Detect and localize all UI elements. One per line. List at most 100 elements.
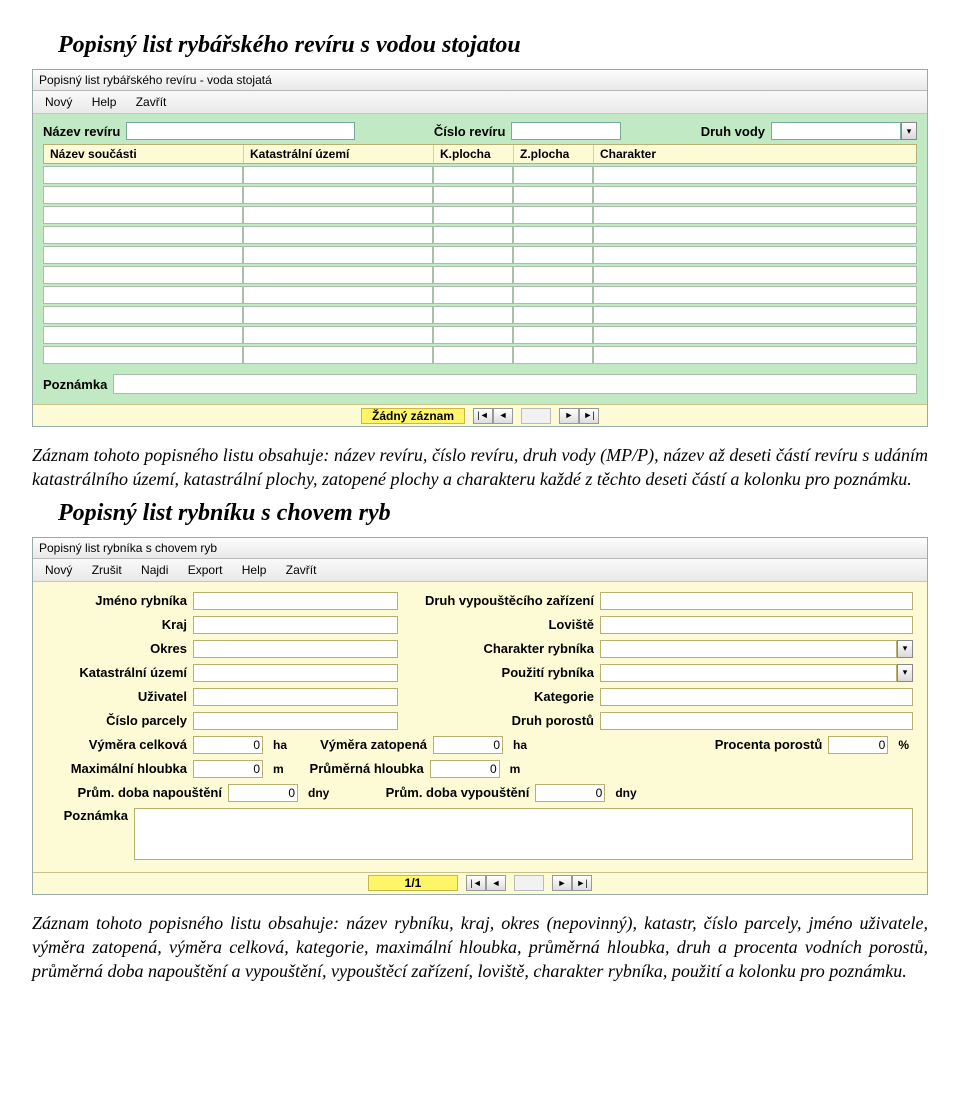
input-prum-doba-napousteni[interactable] bbox=[228, 784, 298, 802]
table-cell[interactable] bbox=[513, 326, 593, 344]
nav-next-button[interactable]: ► bbox=[552, 875, 572, 891]
input-druh-vyp-zarizeni[interactable] bbox=[600, 592, 913, 610]
input-vymera-zatopena[interactable] bbox=[433, 736, 503, 754]
input-uzivatel[interactable] bbox=[193, 688, 398, 706]
table-cell[interactable] bbox=[433, 226, 513, 244]
table-cell[interactable] bbox=[513, 166, 593, 184]
table-cell[interactable] bbox=[593, 186, 917, 204]
table-cell[interactable] bbox=[433, 266, 513, 284]
input-prum-hloubka[interactable] bbox=[430, 760, 500, 778]
input-katastralni-uzemi[interactable] bbox=[193, 664, 398, 682]
table-cell[interactable] bbox=[43, 306, 243, 324]
table-row[interactable] bbox=[43, 186, 917, 204]
menu-zrusit[interactable]: Zrušit bbox=[84, 561, 130, 579]
table-cell[interactable] bbox=[513, 226, 593, 244]
table-row[interactable] bbox=[43, 166, 917, 184]
table-cell[interactable] bbox=[433, 346, 513, 364]
chevron-down-icon[interactable]: ▾ bbox=[897, 640, 913, 658]
input-nazev-reviru[interactable] bbox=[126, 122, 354, 140]
input-druh-porostu[interactable] bbox=[600, 712, 913, 730]
menu-najdi[interactable]: Najdi bbox=[133, 561, 176, 579]
table-row[interactable] bbox=[43, 226, 917, 244]
table-cell[interactable] bbox=[593, 326, 917, 344]
table-cell[interactable] bbox=[513, 246, 593, 264]
nav-prev-button[interactable]: ◄ bbox=[493, 408, 513, 424]
table-cell[interactable] bbox=[43, 346, 243, 364]
table-cell[interactable] bbox=[593, 346, 917, 364]
menu-export[interactable]: Export bbox=[180, 561, 231, 579]
table-cell[interactable] bbox=[593, 226, 917, 244]
table-cell[interactable] bbox=[593, 306, 917, 324]
table-cell[interactable] bbox=[433, 246, 513, 264]
table-cell[interactable] bbox=[243, 306, 433, 324]
table-cell[interactable] bbox=[433, 206, 513, 224]
nav-first-button[interactable]: |◄ bbox=[466, 875, 486, 891]
chevron-down-icon[interactable]: ▾ bbox=[901, 122, 917, 140]
table-cell[interactable] bbox=[593, 166, 917, 184]
table-cell[interactable] bbox=[43, 226, 243, 244]
table-row[interactable] bbox=[43, 206, 917, 224]
table-cell[interactable] bbox=[433, 186, 513, 204]
textarea-poznamka[interactable] bbox=[113, 374, 917, 394]
input-kraj[interactable] bbox=[193, 616, 398, 634]
table-cell[interactable] bbox=[593, 286, 917, 304]
table-cell[interactable] bbox=[513, 186, 593, 204]
table-cell[interactable] bbox=[43, 206, 243, 224]
table-cell[interactable] bbox=[243, 186, 433, 204]
nav-next-button[interactable]: ► bbox=[559, 408, 579, 424]
table-cell[interactable] bbox=[433, 166, 513, 184]
menu-zavrit[interactable]: Zavřít bbox=[128, 93, 175, 111]
menu-help[interactable]: Help bbox=[234, 561, 275, 579]
table-row[interactable] bbox=[43, 346, 917, 364]
table-cell[interactable] bbox=[43, 266, 243, 284]
nav-last-button[interactable]: ►| bbox=[572, 875, 592, 891]
table-cell[interactable] bbox=[243, 266, 433, 284]
nav-first-button[interactable]: |◄ bbox=[473, 408, 493, 424]
table-cell[interactable] bbox=[593, 246, 917, 264]
table-cell[interactable] bbox=[243, 286, 433, 304]
table-cell[interactable] bbox=[43, 246, 243, 264]
table-cell[interactable] bbox=[43, 166, 243, 184]
input-pouziti-rybnika[interactable] bbox=[600, 664, 897, 682]
table-row[interactable] bbox=[43, 266, 917, 284]
select-druh-vody[interactable]: ▾ bbox=[771, 122, 917, 140]
table-row[interactable] bbox=[43, 286, 917, 304]
input-max-hloubka[interactable] bbox=[193, 760, 263, 778]
table-row[interactable] bbox=[43, 306, 917, 324]
select-charakter-rybnika[interactable]: ▾ bbox=[600, 640, 913, 658]
input-prum-doba-vypousteni[interactable] bbox=[535, 784, 605, 802]
menu-help[interactable]: Help bbox=[84, 93, 125, 111]
table-cell[interactable] bbox=[513, 206, 593, 224]
table-cell[interactable] bbox=[433, 286, 513, 304]
table-cell[interactable] bbox=[593, 206, 917, 224]
input-kategorie[interactable] bbox=[600, 688, 913, 706]
input-druh-vody[interactable] bbox=[771, 122, 901, 140]
table-cell[interactable] bbox=[243, 246, 433, 264]
nav-last-button[interactable]: ►| bbox=[579, 408, 599, 424]
table-row[interactable] bbox=[43, 246, 917, 264]
input-okres[interactable] bbox=[193, 640, 398, 658]
input-jmeno-rybnika[interactable] bbox=[193, 592, 398, 610]
table-cell[interactable] bbox=[243, 206, 433, 224]
select-pouziti-rybnika[interactable]: ▾ bbox=[600, 664, 913, 682]
menu-novy[interactable]: Nový bbox=[37, 93, 80, 111]
table-cell[interactable] bbox=[43, 186, 243, 204]
table-row[interactable] bbox=[43, 326, 917, 344]
table-cell[interactable] bbox=[243, 346, 433, 364]
nav-prev-button[interactable]: ◄ bbox=[486, 875, 506, 891]
table-cell[interactable] bbox=[513, 266, 593, 284]
input-charakter-rybnika[interactable] bbox=[600, 640, 897, 658]
table-cell[interactable] bbox=[513, 286, 593, 304]
table-cell[interactable] bbox=[43, 326, 243, 344]
input-vymera-celkova[interactable] bbox=[193, 736, 263, 754]
textarea-poznamka[interactable] bbox=[134, 808, 913, 860]
table-cell[interactable] bbox=[43, 286, 243, 304]
table-cell[interactable] bbox=[243, 226, 433, 244]
table-cell[interactable] bbox=[513, 346, 593, 364]
table-cell[interactable] bbox=[513, 306, 593, 324]
table-cell[interactable] bbox=[433, 306, 513, 324]
menu-zavrit[interactable]: Zavřít bbox=[278, 561, 325, 579]
table-cell[interactable] bbox=[243, 166, 433, 184]
input-cislo-parcely[interactable] bbox=[193, 712, 398, 730]
chevron-down-icon[interactable]: ▾ bbox=[897, 664, 913, 682]
